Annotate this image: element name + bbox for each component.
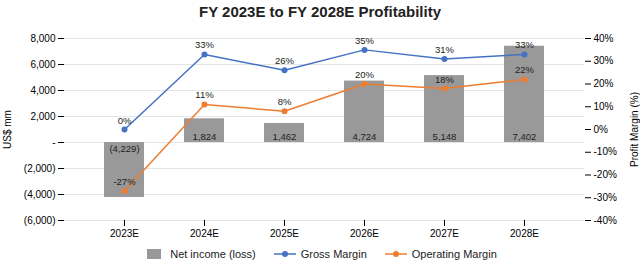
svg-text:8%: 8%: [278, 96, 292, 107]
svg-text:4,000: 4,000: [30, 85, 55, 96]
svg-text:22%: 22%: [515, 64, 535, 75]
svg-text:-: -: [52, 137, 55, 148]
svg-text:20%: 20%: [594, 78, 614, 89]
svg-text:2028E: 2028E: [510, 228, 539, 239]
svg-text:33%: 33%: [195, 39, 215, 50]
svg-text:1,824: 1,824: [193, 131, 217, 142]
svg-text:2023E: 2023E: [110, 228, 139, 239]
svg-text:(4,229): (4,229): [109, 143, 139, 154]
svg-text:18%: 18%: [435, 74, 455, 85]
svg-text:-27%: -27%: [113, 176, 136, 187]
svg-text:4,724: 4,724: [353, 131, 377, 142]
svg-text:(6,000): (6,000): [24, 215, 56, 226]
svg-text:2024E: 2024E: [190, 228, 219, 239]
svg-text:2,000: 2,000: [30, 111, 55, 122]
svg-text:(2,000): (2,000): [24, 163, 56, 174]
svg-text:(4,000): (4,000): [24, 189, 56, 200]
svg-text:11%: 11%: [195, 89, 214, 100]
svg-text:40%: 40%: [594, 33, 614, 44]
html-text:Gross Margin: Gross Margin: [300, 248, 367, 260]
svg-text:-20%: -20%: [594, 169, 617, 180]
svg-text:8,000: 8,000: [30, 33, 55, 44]
svg-text:35%: 35%: [355, 35, 375, 46]
svg-text:Profit Margin (%): Profit Margin (%): [629, 92, 640, 167]
svg-text:31%: 31%: [435, 44, 455, 55]
svg-text:1,462: 1,462: [273, 131, 297, 142]
svg-text:10%: 10%: [594, 101, 614, 112]
svg-text:-40%: -40%: [594, 215, 617, 226]
html-text:Net income (loss): Net income (loss): [170, 248, 256, 260]
html-text:Operating Margin: Operating Margin: [411, 248, 497, 260]
svg-text:0%: 0%: [118, 115, 132, 126]
svg-text:33%: 33%: [515, 39, 535, 50]
svg-text:-30%: -30%: [594, 192, 617, 203]
svg-text:30%: 30%: [594, 55, 614, 66]
html-text:FY 2023E to FY 2028E Profitabi: FY 2023E to FY 2028E Profitability: [199, 3, 441, 20]
svg-text:0%: 0%: [594, 124, 609, 135]
svg-text:2025E: 2025E: [270, 228, 299, 239]
svg-text:6,000: 6,000: [30, 59, 55, 70]
svg-text:2027E: 2027E: [430, 228, 459, 239]
svg-text:2026E: 2026E: [350, 228, 379, 239]
svg-text:20%: 20%: [355, 69, 375, 80]
svg-text:US$ mm: US$ mm: [2, 110, 13, 149]
svg-text:7,402: 7,402: [513, 131, 537, 142]
svg-text:26%: 26%: [275, 55, 295, 66]
svg-text:-10%: -10%: [594, 146, 617, 157]
svg-text:5,148: 5,148: [433, 131, 457, 142]
